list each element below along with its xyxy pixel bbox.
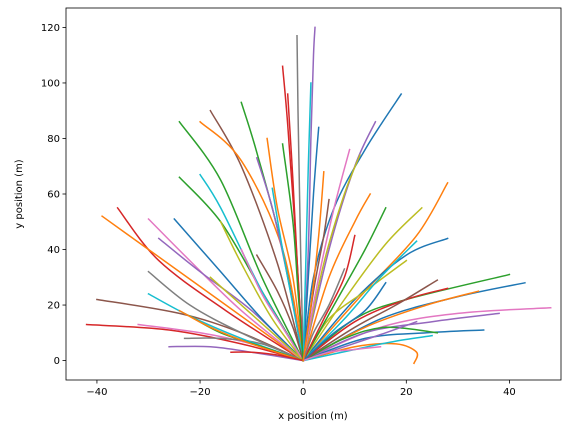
trajectory-line-38 bbox=[219, 220, 305, 362]
y-tick-label: 20 bbox=[47, 301, 60, 312]
y-tick-label: 40 bbox=[47, 245, 60, 256]
trajectory-line-13 bbox=[302, 192, 372, 362]
trajectory-line-17 bbox=[302, 273, 511, 362]
trajectory-line-37 bbox=[173, 217, 305, 362]
trajectory-line-29 bbox=[168, 345, 305, 362]
trajectory-line-31 bbox=[116, 206, 305, 362]
trajectory-line-2 bbox=[302, 26, 316, 362]
trajectory-line-45 bbox=[266, 137, 305, 362]
y-tick-label: 60 bbox=[47, 190, 60, 201]
x-tick-label: −20 bbox=[190, 387, 211, 398]
trajectory-line-33 bbox=[147, 217, 305, 362]
trajectory-line-46 bbox=[302, 126, 320, 362]
trajectory-line-32 bbox=[101, 215, 305, 362]
y-tick-label: 0 bbox=[54, 356, 60, 367]
x-tick-label: 20 bbox=[400, 387, 413, 398]
trajectory-line-35 bbox=[147, 270, 305, 362]
trajectory-line-8 bbox=[199, 120, 305, 362]
y-tick-label: 80 bbox=[47, 134, 60, 145]
x-axis-ticks: −40 −20 0 20 40 bbox=[86, 380, 516, 398]
y-axis-label: y position (m) bbox=[14, 159, 25, 229]
x-axis-label: x position (m) bbox=[278, 411, 348, 422]
plot-area bbox=[65, 7, 562, 381]
trajectory-line-58 bbox=[178, 309, 305, 362]
trajectory-line-6 bbox=[209, 109, 305, 362]
trajectory-line-62 bbox=[255, 254, 305, 362]
trajectory-line-57 bbox=[302, 334, 433, 362]
trajectory-line-59 bbox=[302, 345, 382, 362]
x-tick-label: 40 bbox=[503, 387, 516, 398]
x-tick-label: −40 bbox=[86, 387, 107, 398]
x-tick-label: 0 bbox=[300, 387, 306, 398]
trajectory-line-25 bbox=[302, 326, 439, 362]
trajectory-line-16 bbox=[302, 206, 423, 362]
trajectory-line-52 bbox=[240, 248, 305, 362]
trajectory-line-23 bbox=[302, 329, 485, 362]
trajectory-line-63 bbox=[281, 143, 305, 362]
trajectory-line-53 bbox=[302, 281, 387, 362]
y-tick-label: 120 bbox=[41, 23, 60, 34]
trajectory-line-20 bbox=[302, 312, 500, 362]
trajectory-line-42 bbox=[302, 206, 387, 362]
trajectory-line-7 bbox=[178, 120, 305, 362]
trajectory-line-12 bbox=[302, 154, 361, 362]
trajectory-line-26 bbox=[85, 323, 305, 362]
trajectory-line-61 bbox=[302, 268, 346, 362]
trajectory-line-41 bbox=[302, 279, 439, 362]
trajectory-line-51 bbox=[302, 234, 356, 362]
trajectory-line-11 bbox=[302, 120, 377, 362]
trajectory-line-48 bbox=[302, 82, 312, 362]
trajectory-line-54 bbox=[209, 276, 305, 362]
trajectory-line-22 bbox=[302, 287, 449, 362]
trajectory-line-43 bbox=[302, 148, 351, 362]
y-axis-ticks: 0 20 40 60 80 100 120 bbox=[41, 23, 66, 367]
trajectory-line-15 bbox=[302, 237, 449, 362]
trajectory-line-60 bbox=[230, 351, 305, 362]
trajectory-line-14 bbox=[302, 181, 449, 362]
trajectory-line-64 bbox=[302, 170, 325, 362]
y-tick-label: 100 bbox=[41, 78, 60, 89]
trajectory-line-3 bbox=[296, 35, 304, 362]
series-layer bbox=[85, 26, 552, 365]
trajectory-line-50 bbox=[271, 187, 305, 362]
trajectory-line-40 bbox=[302, 240, 418, 362]
